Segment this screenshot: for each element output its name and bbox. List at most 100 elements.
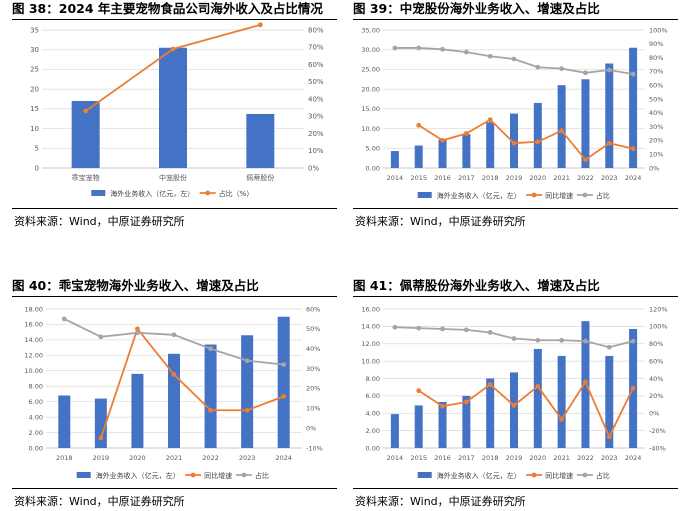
series-point: [440, 326, 445, 332]
figure-40-chart: 0.00 2.00 4.00 6.00 8.00 10.00 12.00 14.00 16.00…: [12, 299, 337, 487]
bar: [438, 139, 447, 168]
bar: [131, 373, 144, 448]
figure-41-footline: [353, 488, 678, 489]
series-point: [208, 346, 213, 352]
x-category-label: 2021: [166, 454, 183, 462]
x-category-label: 佩蒂股份: [246, 173, 274, 182]
x-category-label: 2020: [530, 174, 547, 182]
figure-40-title: 图 40：乖宝宠物海外业务收入、增速及占比: [12, 277, 337, 297]
legend-label: 占比（%）: [219, 189, 254, 198]
series-point: [416, 45, 422, 51]
y-left-tick-label: 12.00: [361, 340, 380, 348]
y-left-tick-label: 0.00: [29, 444, 43, 452]
y-left-tick-label: 14.00: [361, 323, 380, 331]
figure-39-svg: 0.00 5.00 10.00 15.00 20.00 25.00 30.00 35.00 0%…: [361, 26, 667, 200]
legend-swatch-bar: [76, 472, 91, 478]
x-category-label: 2022: [577, 454, 594, 462]
series-line-growth: [418, 380, 634, 439]
legend-swatch-bar: [417, 472, 432, 478]
legend-label: 海外业务收入（亿元，左）: [96, 471, 180, 480]
x-category-label: 2023: [239, 454, 256, 462]
x-category-label: 2021: [553, 454, 570, 462]
y-right-tick-label: 60%: [306, 305, 320, 313]
series-point: [559, 416, 565, 422]
series-point: [535, 139, 541, 145]
y-right-tick-label: 20%: [649, 137, 663, 145]
y-right-tick-label: 10%: [649, 151, 663, 159]
series-point: [281, 393, 287, 399]
y-right-tick-label: 70%: [308, 44, 324, 52]
y-right-tick-label: 30%: [649, 123, 663, 131]
y-right-tick-label: 50%: [308, 78, 324, 86]
y-right-tick-label: 0%: [649, 164, 659, 172]
bar: [486, 122, 495, 168]
x-category-label: 2019: [506, 454, 523, 462]
series-point: [244, 358, 250, 364]
series-point: [535, 337, 541, 343]
y-right-tick-label: 20%: [308, 130, 324, 138]
series-point: [416, 388, 422, 394]
y-right-tick-label: 0%: [306, 424, 316, 432]
x-category-label: 2019: [93, 454, 110, 462]
series-point: [559, 66, 565, 72]
series-line-growth: [418, 118, 634, 161]
series-point: [606, 344, 612, 350]
figure-38-svg: 0 5 10 15 20 25 30 35 0% 10% 20% 30% 40% 50% 60% 70% 80%…: [30, 22, 324, 198]
legend-swatch-point: [582, 192, 588, 198]
y-left-tick-label: 8.00: [29, 383, 43, 391]
legend-swatch-point: [531, 192, 537, 198]
x-category-label: 2023: [601, 174, 618, 182]
figure-39-title: 图 39：中宠股份海外业务收入、增速及占比: [353, 0, 678, 20]
y-right-tick-label: 60%: [649, 357, 663, 365]
series-point: [559, 337, 565, 343]
series-point: [440, 403, 445, 409]
figure-41-panel: 图 41：佩蒂股份海外业务收入、增速及占比 0.00 2.00 4.00 6.00 8.…: [353, 277, 678, 511]
series-point: [630, 385, 636, 391]
series-point: [559, 128, 565, 134]
x-category-label: 2020: [530, 454, 547, 462]
x-category-label: 2024: [275, 454, 292, 462]
legend-label: 同比增速: [545, 471, 573, 480]
series-point: [487, 330, 493, 335]
figure-41-svg: 0.00 2.00 4.00 6.00 8.00 10.00 12.00 14.00 16.00…: [361, 305, 668, 480]
y-left-tick-label: 5: [35, 145, 39, 153]
y-left-tick-label: 25.00: [361, 66, 380, 74]
series-point: [487, 117, 493, 123]
legend-label: 同比增速: [204, 471, 232, 480]
x-category-label: 2020: [129, 454, 146, 462]
series-point: [630, 146, 636, 152]
bar: [629, 47, 638, 168]
bar: [390, 414, 399, 448]
y-left-tick-label: 15: [30, 105, 39, 113]
bar: [605, 355, 614, 448]
legend-label: 海外业务收入（亿元，左）: [437, 471, 521, 480]
y-left-tick-label: 35.00: [361, 26, 380, 34]
figure-40-panel: 图 40：乖宝宠物海外业务收入、增速及占比 0.00 2.00 4.00 6.00 8.…: [12, 277, 337, 511]
legend-label: 占比: [596, 191, 610, 200]
y-left-tick-label: 4.00: [29, 413, 43, 421]
series-point: [630, 338, 636, 344]
figure-41-chart: 0.00 2.00 4.00 6.00 8.00 10.00 12.00 14.00 16.00…: [353, 299, 678, 487]
x-category-label: 2017: [458, 174, 475, 182]
x-category-label: 2022: [577, 174, 594, 182]
figure-41-source: 资料来源：Wind，中原证券研究所: [355, 495, 526, 508]
series-point: [83, 108, 89, 114]
series-point: [135, 326, 140, 332]
y-right-tick-label: 120%: [649, 305, 668, 313]
y-right-tick-label: 50%: [649, 95, 663, 103]
x-category-label: 2024: [625, 454, 642, 462]
y-right-tick-label: 60%: [649, 82, 663, 90]
figure-38-chart: 0 5 10 15 20 25 30 35 0% 10% 20% 30% 40% 50% 60% 70% 80%…: [12, 22, 337, 207]
y-left-tick-label: 18.00: [24, 305, 43, 313]
series-point: [463, 399, 469, 405]
y-left-tick-label: 10.00: [361, 357, 380, 365]
series-point: [416, 122, 422, 128]
series-line-growth: [100, 327, 285, 439]
legend-swatch-point: [241, 472, 247, 478]
series-point: [606, 67, 612, 73]
series-point: [511, 140, 517, 146]
series-point: [440, 138, 445, 143]
legend-label: 海外业务收入（亿元，左）: [110, 189, 194, 198]
bar: [241, 335, 254, 448]
y-right-tick-label: 30%: [306, 365, 320, 373]
